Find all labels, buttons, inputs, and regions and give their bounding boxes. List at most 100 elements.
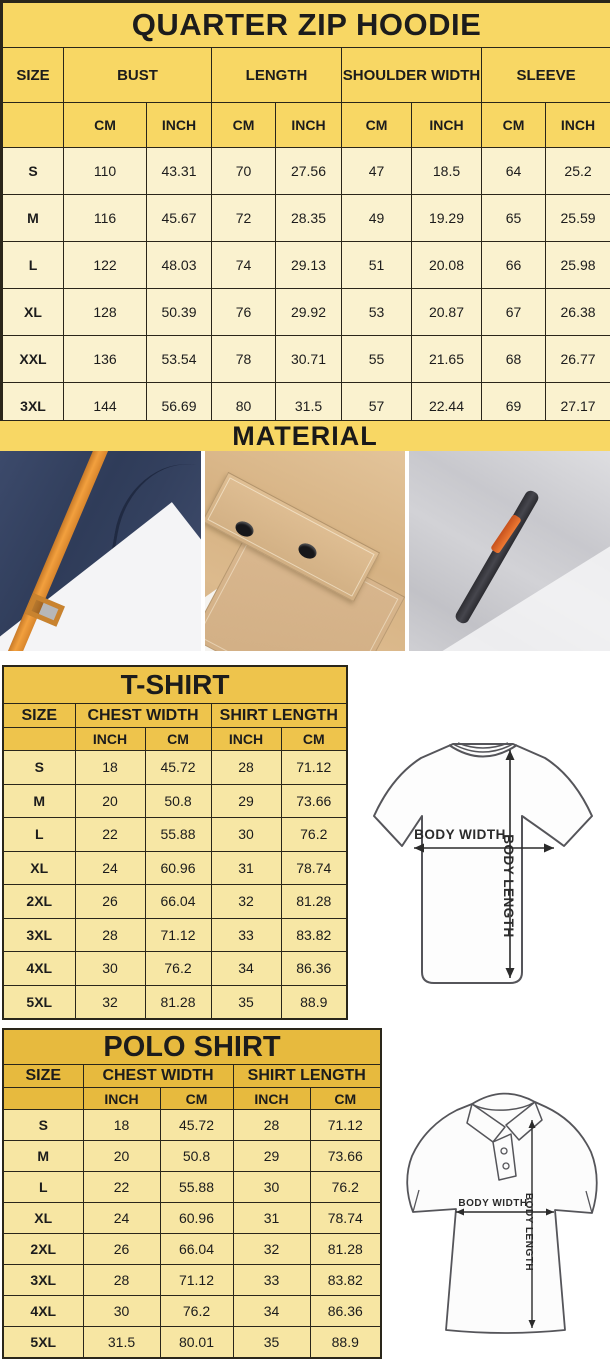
hoodie-group-header-row: SIZE BUST LENGTH SHOULDER WIDTH SLEEVE	[2, 48, 610, 103]
size-value: 21.65	[412, 336, 482, 383]
size-value: 81.28	[145, 985, 211, 1019]
size-value: 30	[211, 818, 281, 852]
size-value: 55	[342, 336, 412, 383]
size-value: 71.12	[310, 1110, 381, 1141]
size-value: 31	[233, 1203, 310, 1234]
size-label: L	[2, 242, 64, 289]
size-value: 68	[482, 336, 546, 383]
polo-title-row: POLO SHIRT	[3, 1029, 381, 1065]
size-value: 18.5	[412, 148, 482, 195]
size-value: 32	[211, 885, 281, 919]
col-shoulder-width: SHOULDER WIDTH	[342, 48, 482, 103]
hoodie-size-table: QUARTER ZIP HOODIE SIZE BUST LENGTH SHOU…	[0, 0, 610, 432]
size-value: 83.82	[310, 1265, 381, 1296]
size-value: 136	[64, 336, 147, 383]
size-value: 33	[233, 1265, 310, 1296]
size-value: 53	[342, 289, 412, 336]
size-value: 29	[211, 784, 281, 818]
size-value: 20.08	[412, 242, 482, 289]
size-value: 55.88	[160, 1172, 233, 1203]
size-value: 116	[64, 195, 147, 242]
size-value: 45.67	[147, 195, 212, 242]
size-label: 3XL	[3, 918, 75, 952]
unit-inch: INCH	[147, 103, 212, 148]
size-value: 27.56	[276, 148, 342, 195]
unit-cm: CM	[160, 1088, 233, 1110]
size-value: 50.39	[147, 289, 212, 336]
size-value: 66.04	[145, 885, 211, 919]
size-label: S	[2, 148, 64, 195]
size-value: 22	[75, 818, 145, 852]
size-value: 66.04	[160, 1234, 233, 1265]
size-value: 34	[211, 952, 281, 986]
size-value: 26	[83, 1234, 160, 1265]
size-value: 25.98	[546, 242, 610, 289]
size-value: 72	[212, 195, 276, 242]
size-value: 18	[75, 751, 145, 785]
material-photo-khaki-pocket	[205, 451, 406, 651]
col-shirt-length: SHIRT LENGTH	[211, 704, 347, 728]
size-value: 76	[212, 289, 276, 336]
size-value: 88.9	[281, 985, 347, 1019]
tshirt-diagram: BODY WIDTH BODY LENGTH	[356, 720, 610, 1015]
size-value: 50.8	[160, 1141, 233, 1172]
tshirt-group-header-row: SIZE CHEST WIDTH SHIRT LENGTH	[3, 704, 347, 728]
size-value: 71.12	[160, 1265, 233, 1296]
empty-cell	[2, 103, 64, 148]
size-value: 74	[212, 242, 276, 289]
size-value: 65	[482, 195, 546, 242]
size-value: 29	[233, 1141, 310, 1172]
polo-unit-header-row: INCH CM INCH CM	[3, 1088, 381, 1110]
size-value: 86.36	[281, 952, 347, 986]
size-label: M	[2, 195, 64, 242]
size-label: XL	[3, 1203, 83, 1234]
unit-cm: CM	[281, 728, 347, 751]
size-value: 29.92	[276, 289, 342, 336]
size-value: 31.5	[83, 1327, 160, 1359]
unit-inch: INCH	[211, 728, 281, 751]
tshirt-unit-header-row: INCH CM INCH CM	[3, 728, 347, 751]
size-value: 53.54	[147, 336, 212, 383]
size-value: 28	[83, 1265, 160, 1296]
size-label: 5XL	[3, 985, 75, 1019]
size-value: 29.13	[276, 242, 342, 289]
size-value: 70	[212, 148, 276, 195]
size-value: 31	[211, 851, 281, 885]
unit-inch: INCH	[412, 103, 482, 148]
size-value: 51	[342, 242, 412, 289]
size-value: 76.2	[281, 818, 347, 852]
size-value: 28	[233, 1110, 310, 1141]
polo-button	[503, 1163, 509, 1169]
size-value: 24	[83, 1203, 160, 1234]
polo-title: POLO SHIRT	[3, 1029, 381, 1065]
size-value: 45.72	[160, 1110, 233, 1141]
size-value: 26.38	[546, 289, 610, 336]
size-value: 25.2	[546, 148, 610, 195]
unit-cm: CM	[212, 103, 276, 148]
size-value: 78.74	[310, 1203, 381, 1234]
unit-cm: CM	[342, 103, 412, 148]
body-length-label: BODY LENGTH	[523, 1193, 534, 1271]
arrowhead	[544, 844, 554, 853]
body-width-label: BODY WIDTH	[458, 1198, 527, 1209]
size-value: 47	[342, 148, 412, 195]
tshirt-size-table: T-SHIRT SIZE CHEST WIDTH SHIRT LENGTH IN…	[2, 665, 348, 1020]
empty-cell	[3, 728, 75, 751]
unit-inch: INCH	[75, 728, 145, 751]
col-shirt-length: SHIRT LENGTH	[233, 1065, 381, 1088]
col-size: SIZE	[3, 704, 75, 728]
size-label: XL	[3, 851, 75, 885]
polo-size-table: POLO SHIRT SIZE CHEST WIDTH SHIRT LENGTH…	[2, 1028, 382, 1359]
size-value: 43.31	[147, 148, 212, 195]
size-value: 20	[75, 784, 145, 818]
